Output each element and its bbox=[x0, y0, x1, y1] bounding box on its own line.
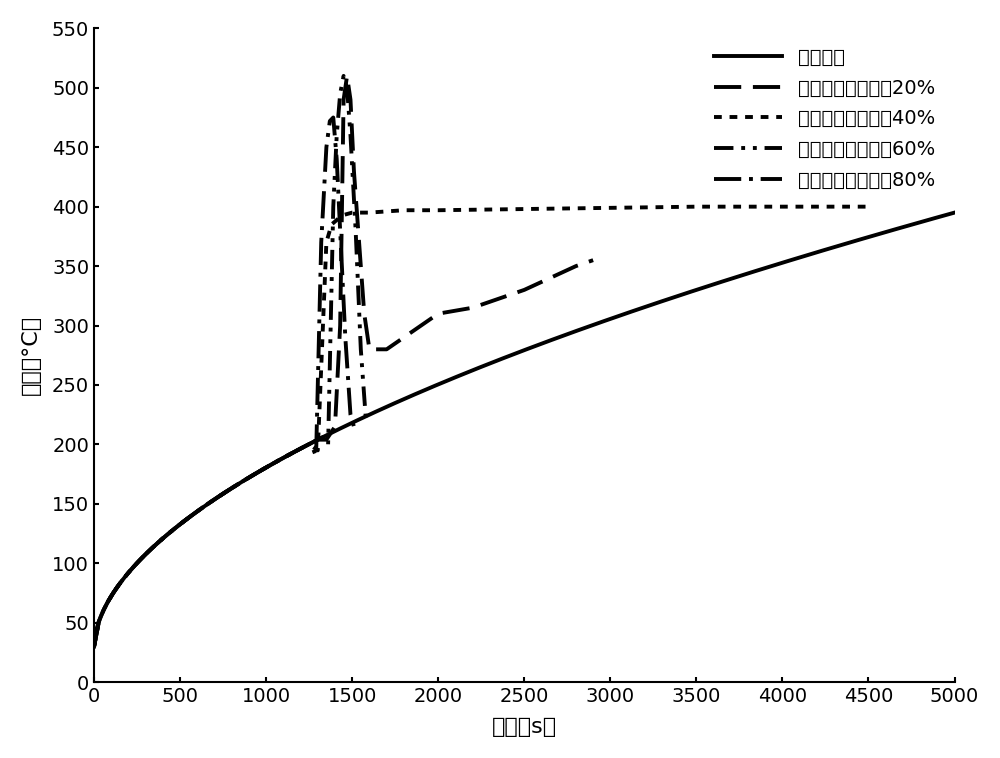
锂离子电池容量的60% bbox=[360, 416, 372, 425]
锂离子电池容量的40% bbox=[235, 478, 247, 487]
锂离子电池容量的20% bbox=[88, 642, 100, 651]
锂离子电池容量的20% bbox=[266, 459, 278, 468]
Legend: 空白电池, 锂离子电池容量的20%, 锂离子电池容量的40%, 锂离子电池容量的60%, 锂离子电池容量的80%: 空白电池, 锂离子电池容量的20%, 锂离子电池容量的40%, 锂离子电池容量的… bbox=[705, 38, 945, 199]
空白电池 bbox=[88, 642, 100, 651]
Line: 锂离子电池容量的60%: 锂离子电池容量的60% bbox=[94, 76, 366, 647]
空白电池 bbox=[949, 208, 961, 217]
X-axis label: 时间（s）: 时间（s） bbox=[492, 717, 557, 738]
锂离子电池容量的60% bbox=[293, 445, 305, 454]
锂离子电池容量的80% bbox=[262, 462, 274, 471]
锂离子电池容量的40% bbox=[161, 530, 173, 539]
空白电池 bbox=[467, 365, 479, 374]
Line: 锂离子电池容量的40%: 锂离子电池容量的40% bbox=[94, 207, 868, 647]
空白电池 bbox=[759, 264, 771, 273]
锂离子电池容量的20% bbox=[341, 71, 353, 80]
锂离子电池容量的60% bbox=[322, 440, 334, 449]
锂离子电池容量的20% bbox=[381, 345, 393, 354]
锂离子电池容量的40% bbox=[862, 202, 874, 211]
空白电池 bbox=[436, 378, 448, 387]
Y-axis label: 温度（°C）: 温度（°C） bbox=[21, 315, 41, 396]
锂离子电池容量的40% bbox=[88, 642, 100, 651]
锂离子电池容量的20% bbox=[157, 534, 169, 543]
锂离子电池容量的20% bbox=[262, 462, 274, 471]
锂离子电池容量的80% bbox=[93, 617, 105, 626]
锂离子电池容量的60% bbox=[88, 642, 100, 651]
锂离子电池容量的20% bbox=[587, 255, 599, 265]
空白电池 bbox=[775, 258, 787, 268]
锂离子电池容量的80% bbox=[88, 642, 100, 651]
Line: 空白电池: 空白电池 bbox=[94, 212, 955, 647]
锂离子电池容量的40% bbox=[690, 202, 702, 211]
锂离子电池容量的20% bbox=[216, 490, 228, 499]
Line: 锂离子电池容量的20%: 锂离子电池容量的20% bbox=[94, 76, 593, 647]
锂离子电池容量的80% bbox=[237, 476, 249, 485]
锂离子电池容量的40% bbox=[132, 557, 144, 566]
锂离子电池容量的60% bbox=[151, 539, 163, 548]
锂离子电池容量的40% bbox=[293, 445, 305, 454]
空白电池 bbox=[176, 518, 188, 528]
锂离子电池容量的20% bbox=[161, 530, 173, 539]
锂离子电池容量的40% bbox=[117, 575, 129, 584]
锂离子电池容量的80% bbox=[348, 422, 360, 431]
锂离子电池容量的60% bbox=[338, 71, 350, 80]
锂离子电池容量的60% bbox=[156, 534, 168, 543]
锂离子电池容量的80% bbox=[252, 468, 264, 477]
锂离子电池容量的40% bbox=[98, 605, 110, 614]
锂离子电池容量的60% bbox=[350, 226, 362, 235]
Line: 锂离子电池容量的80%: 锂离子电池容量的80% bbox=[94, 117, 354, 647]
锂离子电池容量的80% bbox=[290, 446, 302, 456]
空白电池 bbox=[679, 289, 691, 298]
锂离子电池容量的80% bbox=[327, 113, 339, 122]
锂离子电池容量的80% bbox=[184, 512, 196, 521]
锂离子电池容量的60% bbox=[273, 456, 285, 465]
